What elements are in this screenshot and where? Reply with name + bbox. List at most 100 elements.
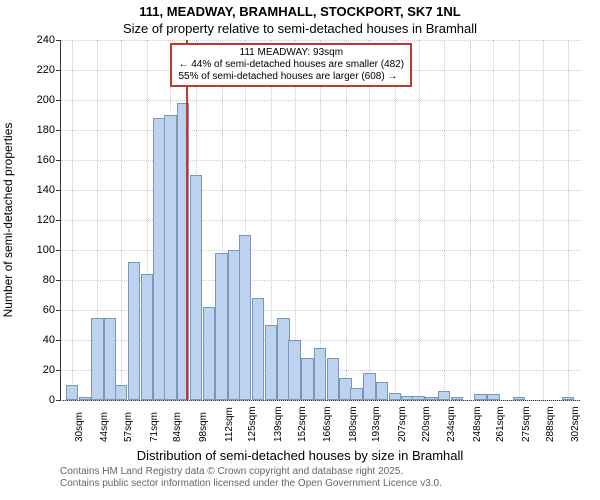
annotation-box: 111 MEADWAY: 93sqm← 44% of semi-detached… (170, 43, 412, 87)
histogram-bar (141, 274, 153, 400)
gridline-vertical (72, 40, 73, 400)
gridline-vertical (121, 40, 122, 400)
histogram-bar (215, 253, 227, 400)
y-tick-label: 40 (25, 334, 55, 346)
x-tick-label: 234sqm (446, 406, 457, 442)
x-tick-label: 180sqm (348, 406, 359, 442)
x-tick-label: 44sqm (99, 412, 110, 442)
histogram-bar (425, 397, 437, 400)
footer-line-2: Contains public sector information licen… (60, 478, 442, 490)
histogram-bar (412, 396, 424, 401)
histogram-bar (314, 348, 326, 401)
y-tick-label: 180 (25, 124, 55, 136)
gridline-vertical (395, 40, 396, 400)
histogram-bar (438, 391, 450, 400)
y-tick-label: 20 (25, 364, 55, 376)
gridline-vertical (369, 40, 370, 400)
chart-subtitle: Size of property relative to semi-detach… (0, 21, 600, 36)
x-tick-label: 207sqm (397, 406, 408, 442)
histogram-bar (474, 394, 486, 400)
histogram-bar (115, 385, 127, 400)
y-tick-label: 120 (25, 214, 55, 226)
histogram-bar (389, 393, 401, 401)
x-tick-label: 248sqm (472, 406, 483, 442)
histogram-bar (66, 385, 78, 400)
gridline-vertical (346, 40, 347, 400)
x-tick-label: 112sqm (224, 407, 235, 442)
y-tick-mark (56, 400, 60, 401)
gridline-vertical (543, 40, 544, 400)
x-tick-label: 57sqm (123, 412, 134, 442)
x-tick-label: 30sqm (74, 412, 85, 442)
y-tick-label: 100 (25, 244, 55, 256)
histogram-bar (301, 358, 313, 400)
chart-title: 111, MEADWAY, BRAMHALL, STOCKPORT, SK7 1… (0, 4, 600, 19)
x-tick-label: 139sqm (273, 406, 284, 442)
x-tick-label: 98sqm (198, 412, 209, 442)
x-tick-label: 84sqm (172, 412, 183, 442)
y-tick-mark (56, 250, 60, 251)
histogram-bar (327, 358, 339, 400)
histogram-bar (79, 397, 91, 400)
y-tick-mark (56, 70, 60, 71)
y-tick-label: 160 (25, 154, 55, 166)
x-tick-label: 71sqm (149, 412, 160, 442)
histogram-bar (91, 318, 103, 401)
y-tick-label: 60 (25, 304, 55, 316)
y-axis-label: Number of semi-detached properties (1, 123, 15, 318)
footer-text: Contains HM Land Registry data © Crown c… (60, 466, 442, 490)
x-tick-label: 125sqm (247, 406, 258, 442)
histogram-bar (562, 397, 574, 400)
y-tick-mark (56, 370, 60, 371)
histogram-bar (265, 325, 277, 400)
footer-line-1: Contains HM Land Registry data © Crown c… (60, 466, 442, 478)
histogram-bar (376, 382, 388, 400)
y-tick-label: 200 (25, 94, 55, 106)
y-tick-mark (56, 340, 60, 341)
histogram-bar (252, 298, 264, 400)
y-tick-mark (56, 130, 60, 131)
chart-container: 111, MEADWAY, BRAMHALL, STOCKPORT, SK7 1… (0, 0, 600, 500)
histogram-bar (288, 340, 300, 400)
x-tick-label: 261sqm (495, 406, 506, 442)
gridline-horizontal (61, 400, 581, 401)
histogram-bar (128, 262, 140, 400)
y-tick-mark (56, 220, 60, 221)
x-tick-label: 193sqm (371, 406, 382, 442)
x-tick-label: 288sqm (545, 406, 556, 442)
y-tick-label: 0 (25, 394, 55, 406)
y-tick-label: 220 (25, 64, 55, 76)
y-tick-mark (56, 160, 60, 161)
gridline-vertical (519, 40, 520, 400)
x-tick-label: 275sqm (521, 406, 532, 442)
gridline-vertical (419, 40, 420, 400)
y-tick-mark (56, 310, 60, 311)
y-tick-mark (56, 100, 60, 101)
annotation-line: 111 MEADWAY: 93sqm (178, 47, 404, 59)
gridline-vertical (568, 40, 569, 400)
histogram-bar (203, 307, 215, 400)
plot-area: 111 MEADWAY: 93sqm← 44% of semi-detached… (60, 40, 581, 401)
annotation-line: 55% of semi-detached houses are larger (… (178, 71, 404, 83)
annotation-line: ← 44% of semi-detached houses are smalle… (178, 59, 404, 71)
y-tick-mark (56, 280, 60, 281)
x-tick-label: 166sqm (322, 406, 333, 442)
gridline-vertical (493, 40, 494, 400)
histogram-bar (350, 388, 362, 400)
histogram-bar (164, 115, 176, 400)
histogram-bar (239, 235, 251, 400)
x-axis-label: Distribution of semi-detached houses by … (0, 448, 600, 463)
x-tick-label: 302sqm (570, 406, 581, 442)
y-tick-label: 240 (25, 34, 55, 46)
y-tick-mark (56, 190, 60, 191)
y-tick-label: 140 (25, 184, 55, 196)
gridline-vertical (444, 40, 445, 400)
y-tick-label: 80 (25, 274, 55, 286)
gridline-vertical (320, 40, 321, 400)
histogram-bar (487, 394, 499, 400)
histogram-bar (190, 175, 202, 400)
histogram-bar (513, 397, 525, 400)
gridline-vertical (470, 40, 471, 400)
histogram-bar (451, 397, 463, 400)
x-tick-label: 152sqm (297, 406, 308, 442)
